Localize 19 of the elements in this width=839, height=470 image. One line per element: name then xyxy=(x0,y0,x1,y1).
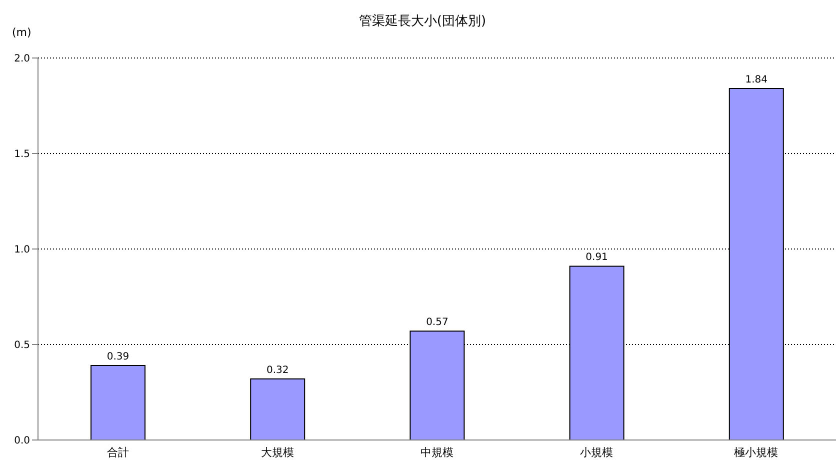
data-label: 0.32 xyxy=(266,364,289,376)
x-tick-label: 小規模 xyxy=(580,446,614,459)
y-tick-label: 1.5 xyxy=(14,149,30,160)
chart-title: 管渠延長大小(団体別) xyxy=(358,14,486,29)
x-tick-label: 合計 xyxy=(106,446,129,459)
data-label: 0.39 xyxy=(106,352,130,363)
y-tick-label: 1.0 xyxy=(14,244,30,256)
data-label: 0.91 xyxy=(586,252,608,264)
data-label: 0.57 xyxy=(426,317,448,328)
bar xyxy=(250,378,306,440)
bar xyxy=(90,365,146,440)
x-tick-label: 中規模 xyxy=(420,446,454,459)
y-axis-title: (m) xyxy=(12,26,32,39)
y-tick-label: 0.0 xyxy=(14,436,30,447)
y-tick-label: 0.5 xyxy=(14,340,30,352)
y-tick-label: 2.0 xyxy=(14,54,30,65)
x-tick-label: 大規模 xyxy=(260,446,294,459)
data-label: 1.84 xyxy=(745,74,768,86)
x-tick-label: 極小規模 xyxy=(734,446,778,459)
